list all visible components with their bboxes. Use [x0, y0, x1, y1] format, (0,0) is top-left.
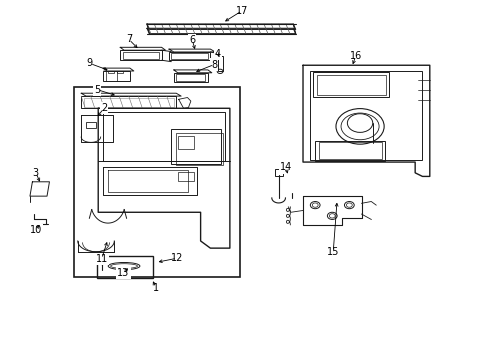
- Bar: [171, 53, 207, 59]
- Text: 6: 6: [189, 35, 195, 45]
- Bar: [315, 141, 384, 161]
- Bar: [83, 98, 173, 107]
- Text: 9: 9: [87, 58, 93, 68]
- Bar: [81, 96, 176, 108]
- Bar: [178, 172, 193, 181]
- Bar: [274, 169, 282, 176]
- Text: 11: 11: [95, 254, 107, 264]
- Text: 17: 17: [235, 6, 248, 16]
- Text: 12: 12: [171, 253, 183, 263]
- Bar: [86, 122, 96, 129]
- Bar: [168, 52, 210, 60]
- Bar: [217, 56, 222, 71]
- Text: 16: 16: [349, 51, 361, 61]
- Text: 2: 2: [101, 103, 107, 113]
- Bar: [120, 50, 161, 60]
- Text: 5: 5: [94, 85, 100, 95]
- Text: 1: 1: [152, 283, 159, 293]
- Bar: [173, 73, 207, 82]
- Text: 13: 13: [117, 268, 129, 278]
- Bar: [175, 133, 223, 165]
- Bar: [74, 87, 239, 277]
- Bar: [318, 142, 381, 159]
- Text: 10: 10: [30, 225, 42, 235]
- Bar: [310, 71, 422, 160]
- Bar: [108, 71, 114, 73]
- Bar: [103, 71, 130, 81]
- Bar: [117, 71, 122, 73]
- Text: 15: 15: [326, 247, 339, 257]
- Text: 3: 3: [33, 168, 39, 178]
- Text: 4: 4: [214, 49, 220, 59]
- Bar: [316, 75, 386, 95]
- Bar: [122, 51, 159, 59]
- Bar: [170, 129, 220, 164]
- Text: 7: 7: [125, 35, 132, 44]
- Text: 8: 8: [211, 59, 217, 69]
- Bar: [97, 256, 153, 278]
- Bar: [103, 112, 224, 161]
- Bar: [176, 74, 205, 81]
- Text: 14: 14: [279, 162, 291, 172]
- Bar: [178, 136, 193, 149]
- Bar: [312, 72, 388, 97]
